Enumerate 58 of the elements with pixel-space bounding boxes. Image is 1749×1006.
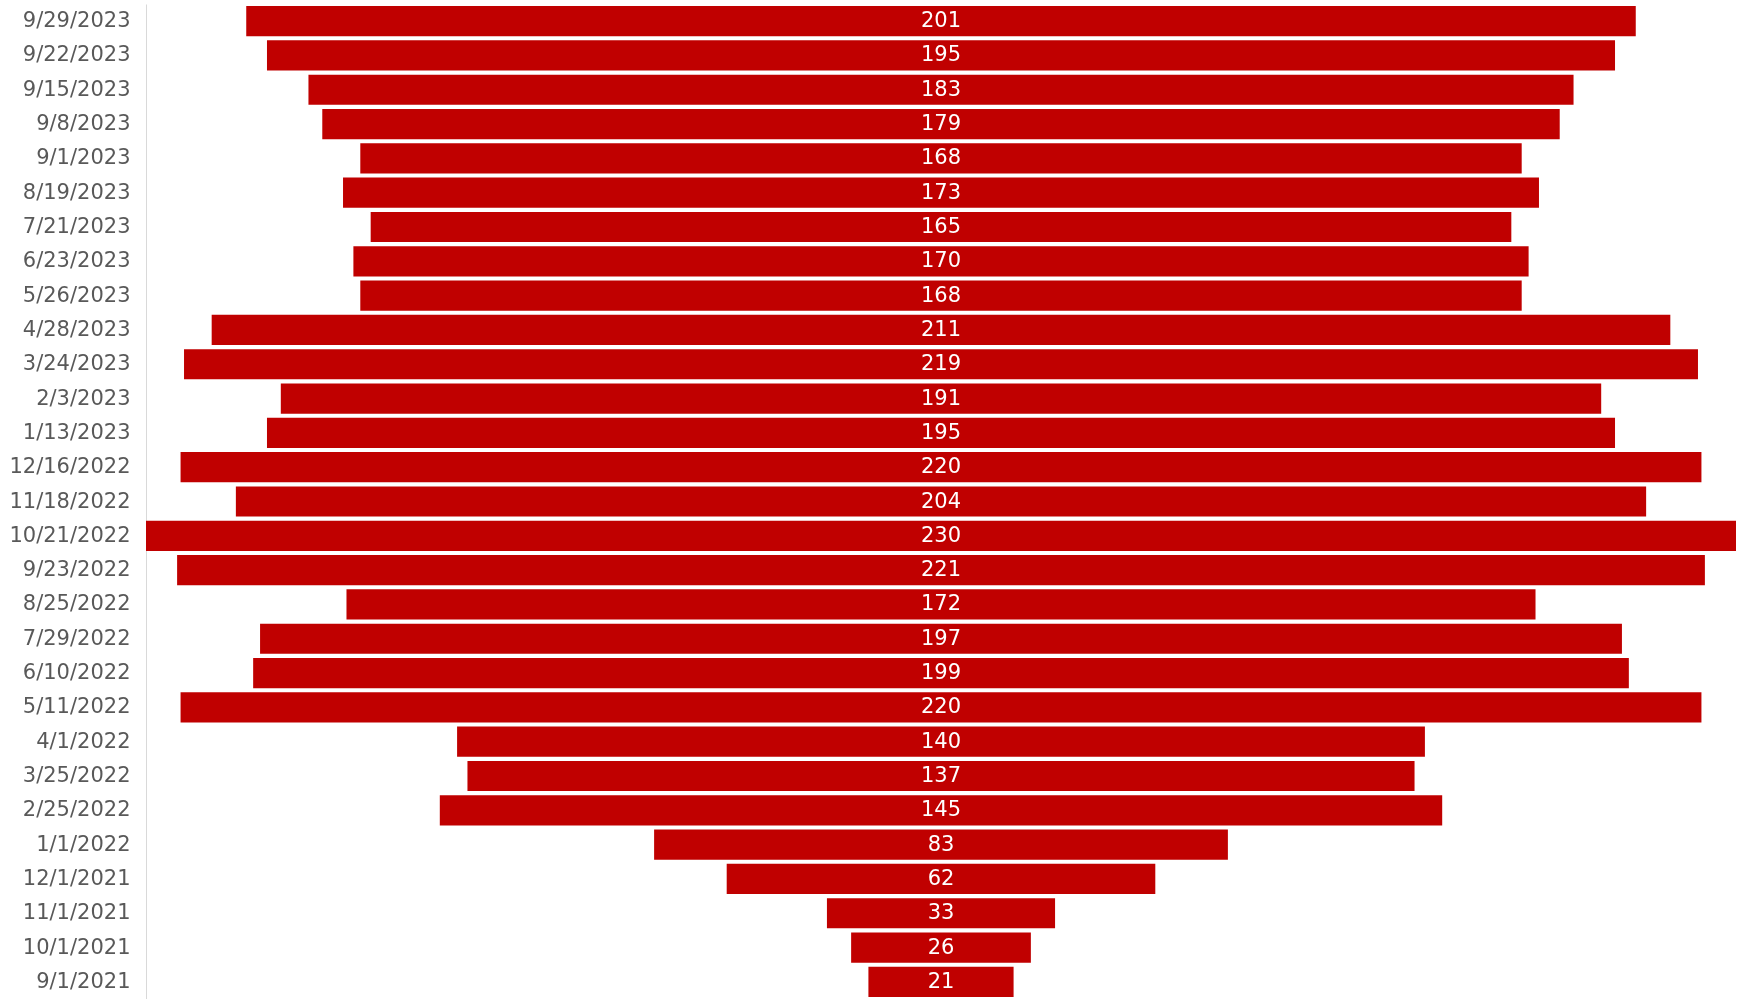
data-label: 195 — [920, 42, 962, 67]
data-label: 170 — [920, 248, 962, 273]
data-label: 33 — [927, 900, 955, 925]
category-label: 5/26/2023 — [22, 282, 131, 307]
category-label: 9/22/2023 — [22, 42, 131, 67]
category-label: 12/16/2022 — [9, 454, 131, 479]
data-label: 62 — [927, 865, 955, 890]
data-label: 211 — [920, 316, 962, 341]
category-label: 3/25/2022 — [22, 762, 131, 787]
category-label: 9/23/2022 — [22, 557, 131, 582]
data-label: 197 — [920, 625, 962, 650]
category-label: 9/1/2021 — [36, 968, 131, 993]
data-label: 191 — [920, 385, 962, 410]
category-label: 9/1/2023 — [36, 145, 131, 170]
category-label: 8/19/2023 — [22, 179, 131, 204]
category-label: 11/18/2022 — [9, 488, 131, 513]
data-label: 140 — [920, 728, 962, 753]
data-label: 199 — [920, 660, 962, 685]
category-label: 6/23/2023 — [22, 248, 131, 273]
category-label: 10/1/2021 — [22, 934, 131, 959]
data-label: 83 — [927, 831, 955, 856]
data-label: 168 — [920, 145, 962, 170]
data-label: 165 — [920, 214, 962, 239]
data-label: 21 — [927, 968, 955, 993]
data-label: 219 — [920, 351, 962, 376]
category-label: 4/28/2023 — [22, 316, 131, 341]
data-label: 201 — [920, 8, 962, 33]
category-label: 10/21/2022 — [9, 522, 131, 547]
category-label: 4/1/2022 — [36, 728, 131, 753]
category-label: 1/13/2023 — [22, 419, 131, 444]
category-label: 11/1/2021 — [22, 900, 131, 925]
category-label: 1/1/2022 — [36, 831, 131, 856]
category-label: 7/29/2022 — [22, 625, 131, 650]
category-label: 6/10/2022 — [22, 660, 131, 685]
data-label: 204 — [920, 488, 962, 513]
data-label: 220 — [920, 454, 962, 479]
category-label: 2/3/2023 — [36, 385, 131, 410]
category-label: 5/11/2022 — [22, 694, 131, 719]
data-label: 179 — [920, 111, 962, 136]
data-label: 220 — [920, 694, 962, 719]
data-label: 26 — [927, 934, 955, 959]
category-label: 9/8/2023 — [36, 111, 131, 136]
data-label: 183 — [920, 76, 962, 101]
category-label: 2/25/2022 — [22, 797, 131, 822]
category-label: 7/21/2023 — [22, 214, 131, 239]
data-label: 195 — [920, 419, 962, 444]
category-label: 12/1/2021 — [22, 865, 131, 890]
data-label: 172 — [920, 591, 962, 616]
category-label: 9/29/2023 — [22, 8, 131, 33]
data-label: 221 — [920, 557, 962, 582]
category-label: 9/15/2023 — [22, 76, 131, 101]
data-label: 230 — [920, 522, 962, 547]
data-label: 145 — [920, 797, 962, 822]
data-label: 168 — [920, 282, 962, 307]
category-label: 8/25/2022 — [22, 591, 131, 616]
data-label: 137 — [920, 762, 962, 787]
category-label: 3/24/2023 — [22, 351, 131, 376]
data-label: 173 — [920, 179, 962, 204]
